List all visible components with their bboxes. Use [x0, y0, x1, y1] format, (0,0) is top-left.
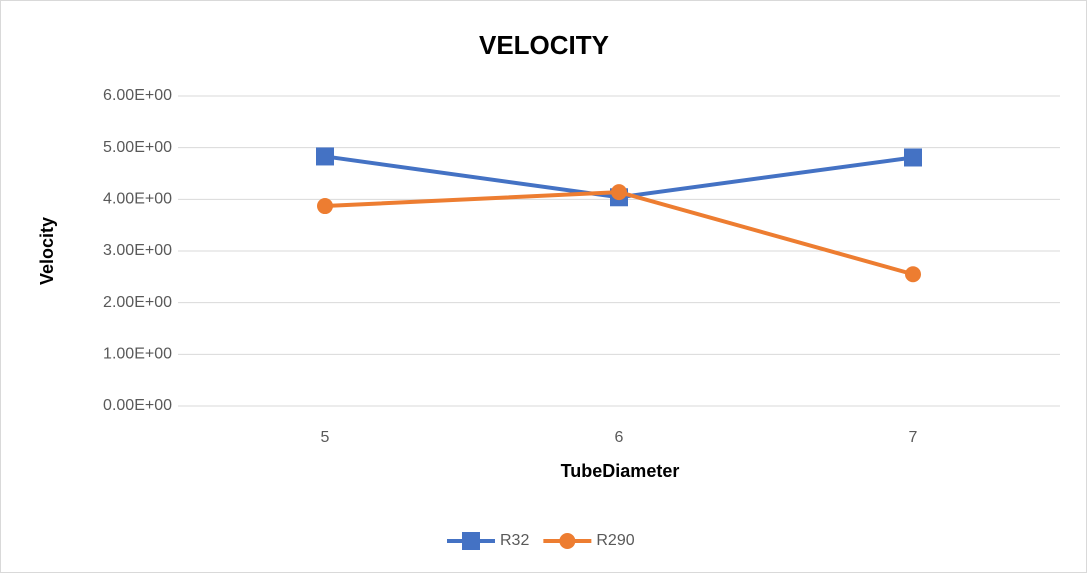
x-axis-title: TubeDiameter — [561, 461, 680, 481]
y-axis-title: Velocity — [37, 217, 57, 285]
y-tick-label: 0.00E+00 — [103, 397, 172, 414]
legend-label: R290 — [596, 532, 634, 549]
x-tick-label: 5 — [321, 429, 330, 446]
x-tick-label: 7 — [909, 429, 918, 446]
marker — [316, 147, 334, 166]
y-tick-label: 1.00E+00 — [103, 346, 172, 363]
y-tick-label: 4.00E+00 — [103, 191, 172, 208]
marker — [317, 198, 333, 215]
legend-label: R32 — [500, 532, 529, 549]
marker — [905, 266, 921, 283]
x-tick-label: 6 — [615, 429, 624, 446]
y-tick-label: 2.00E+00 — [103, 294, 172, 311]
marker — [462, 532, 480, 550]
y-tick-label: 6.00E+00 — [103, 87, 172, 104]
marker — [559, 533, 576, 549]
marker — [904, 148, 922, 167]
y-tick-label: 5.00E+00 — [103, 139, 172, 156]
marker — [611, 184, 627, 201]
y-tick-label: 3.00E+00 — [103, 242, 172, 259]
chart-title: VELOCITY — [479, 30, 609, 60]
